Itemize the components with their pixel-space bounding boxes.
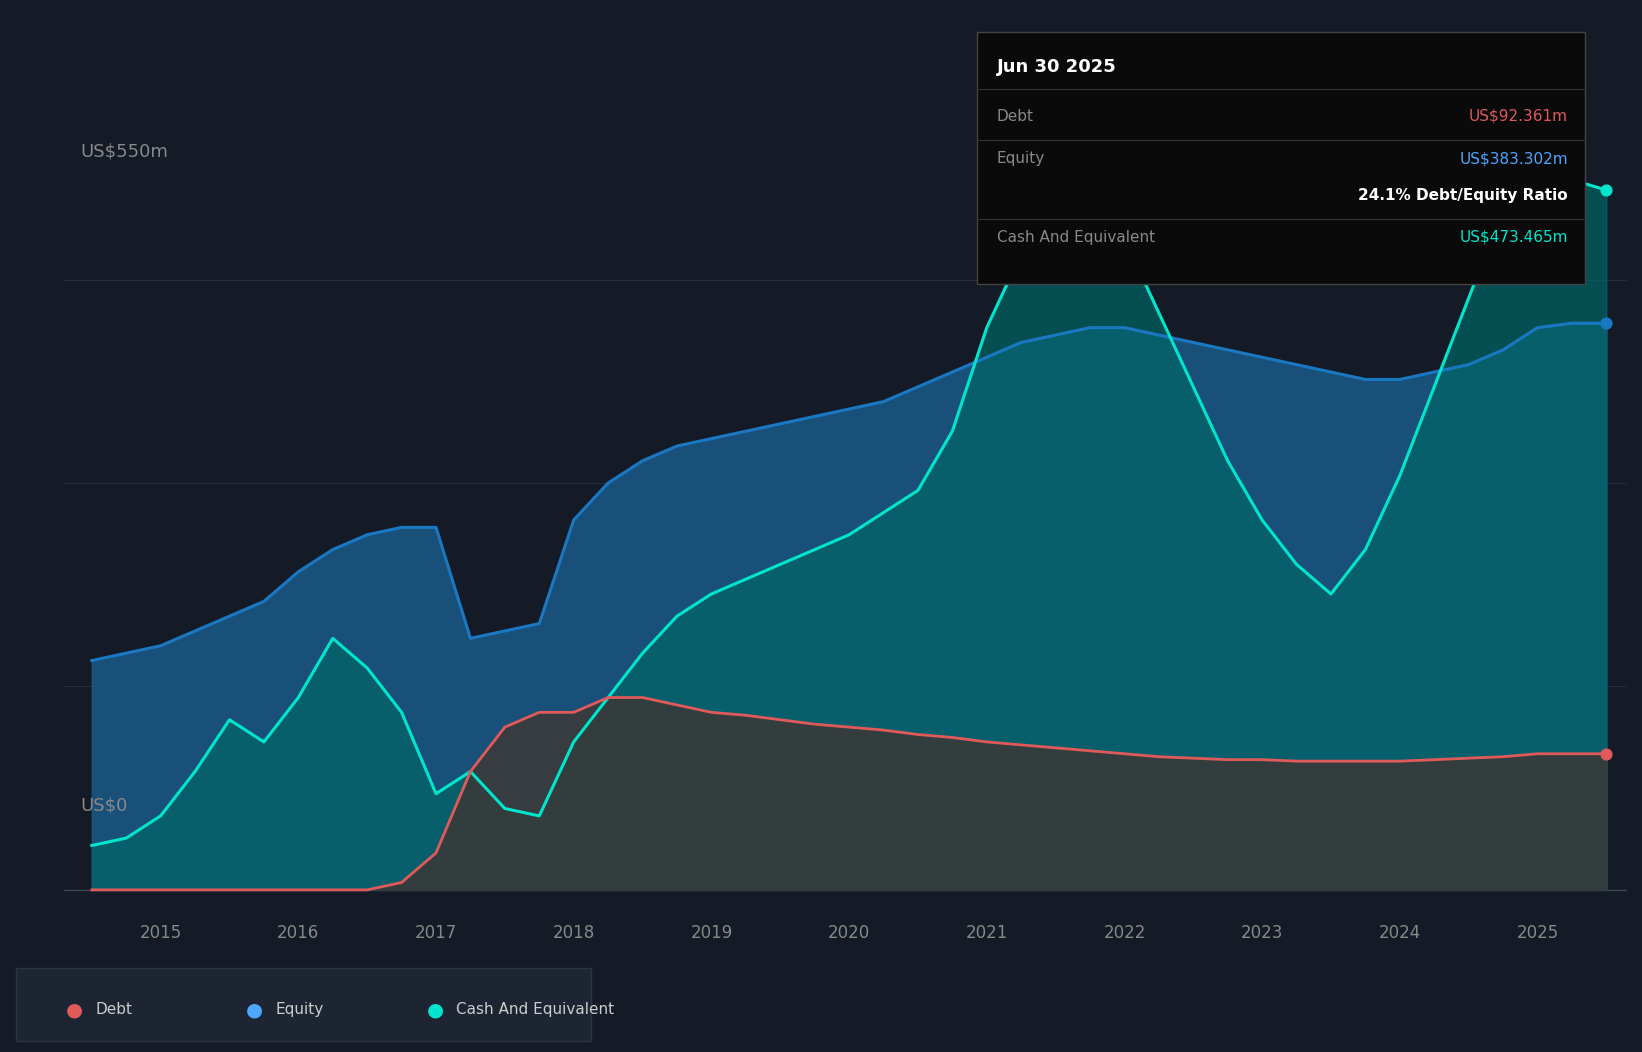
- Text: ●: ●: [427, 1000, 443, 1019]
- Text: US$383.302m: US$383.302m: [1460, 151, 1568, 166]
- Text: Cash And Equivalent: Cash And Equivalent: [997, 230, 1154, 245]
- Text: Equity: Equity: [997, 151, 1044, 166]
- Point: [1593, 315, 1619, 331]
- Text: Debt: Debt: [95, 1003, 133, 1017]
- Text: US$550m: US$550m: [80, 142, 167, 160]
- Text: US$0: US$0: [80, 797, 128, 815]
- Text: US$473.465m: US$473.465m: [1460, 230, 1568, 245]
- Point: [1593, 745, 1619, 762]
- Text: US$92.361m: US$92.361m: [1470, 109, 1568, 124]
- Text: 24.1% Debt/Equity Ratio: 24.1% Debt/Equity Ratio: [1358, 188, 1568, 203]
- Text: Cash And Equivalent: Cash And Equivalent: [456, 1003, 614, 1017]
- Text: ●: ●: [66, 1000, 82, 1019]
- Text: Equity: Equity: [276, 1003, 323, 1017]
- Text: Debt: Debt: [997, 109, 1034, 124]
- Text: Jun 30 2025: Jun 30 2025: [997, 58, 1117, 76]
- Point: [1593, 182, 1619, 199]
- Text: ●: ●: [246, 1000, 263, 1019]
